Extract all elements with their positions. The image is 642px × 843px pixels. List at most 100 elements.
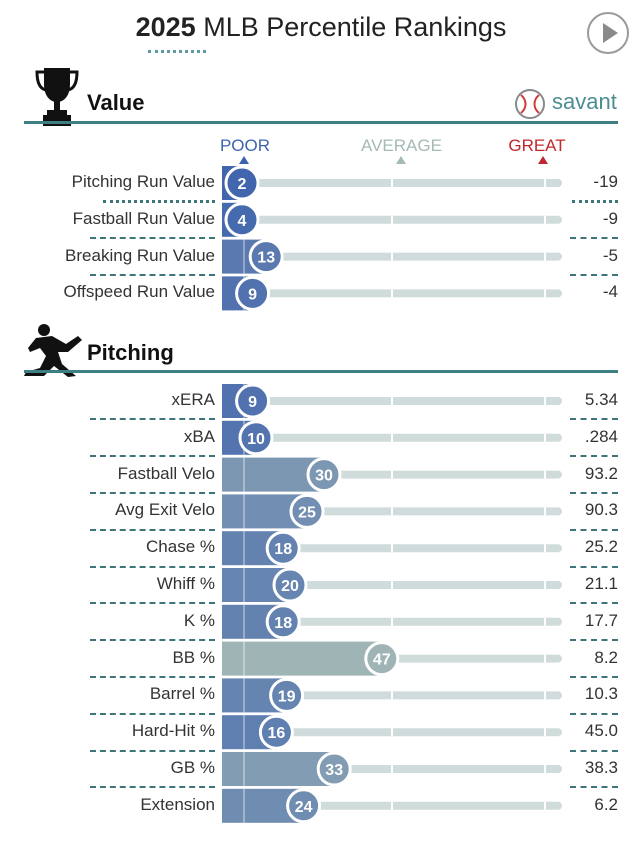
metric-label: Avg Exit Velo: [115, 500, 215, 520]
percentile-circle: [306, 457, 342, 493]
row-divider: [103, 200, 215, 204]
row-divider: [570, 749, 618, 752]
row-divider: [90, 602, 215, 605]
row-divider: [90, 639, 215, 642]
section-title-value: Value: [87, 90, 145, 115]
percentile-circle: [248, 239, 284, 275]
legend-average-arrow: [396, 156, 406, 164]
row-divider: [90, 565, 215, 568]
percentile-label: 16: [268, 725, 286, 742]
play-icon: [603, 23, 618, 43]
metric-value: .284: [584, 426, 618, 446]
percentile-label: 4: [238, 213, 247, 230]
metric-label: Barrel %: [149, 684, 215, 704]
percentile-label: 24: [295, 799, 313, 816]
percentile-circle: [238, 420, 274, 456]
row-divider: [570, 602, 618, 605]
title-text: MLB Percentile Rankings: [195, 12, 507, 42]
metric-value: 25.2: [584, 537, 618, 557]
row-divider: [570, 418, 618, 421]
row-divider: [570, 676, 618, 678]
page-title: 2025 MLB Percentile Rankings: [0, 12, 642, 43]
percentile-circle: [286, 788, 322, 824]
percentile-circle: [364, 641, 400, 677]
legend-poor-arrow: [239, 156, 249, 164]
metric-label: Pitching Run Value: [71, 172, 215, 191]
brand-name: savant: [552, 89, 617, 114]
percentile-circle: [235, 383, 271, 419]
legend-poor: POOR: [219, 136, 271, 155]
percentile-label: 18: [274, 541, 292, 558]
percentile-label: 33: [325, 762, 343, 779]
metric-value: 93.2: [584, 463, 618, 483]
metric-label: GB %: [170, 758, 215, 777]
row-divider: [570, 565, 618, 568]
section-rule-value: [24, 121, 618, 124]
metric-value: 21.1: [584, 574, 618, 593]
percentile-bar: [222, 641, 382, 676]
metric-label: Hard-Hit %: [131, 721, 215, 741]
percentile-circle: [224, 202, 260, 238]
metric-value: 90.3: [584, 500, 618, 520]
row-divider: [90, 492, 215, 494]
percentile-label: 18: [274, 615, 292, 632]
row-divider: [90, 455, 215, 458]
metric-label: xBA: [183, 426, 215, 446]
metric-value: 6.2: [594, 794, 618, 814]
percentile-circle: [289, 493, 325, 529]
percentile-label: 19: [278, 688, 296, 705]
metric-value: -5: [602, 245, 618, 265]
row-divider: [90, 676, 215, 678]
play-button[interactable]: [587, 12, 629, 54]
percentile-label: 10: [247, 431, 265, 448]
row-divider: [570, 492, 618, 494]
percentile-label: 20: [281, 578, 299, 595]
section-rule-pitching: [24, 370, 618, 373]
metric-label: Whiff %: [156, 574, 215, 593]
metric-value: 17.7: [584, 610, 618, 630]
row-divider: [90, 786, 215, 789]
baseball-icon: [515, 89, 545, 119]
legend-great: GREAT: [508, 136, 566, 155]
metric-label: Offspeed Run Value: [63, 282, 215, 302]
metric-label: Breaking Run Value: [65, 245, 215, 265]
percentile-circle: [224, 165, 260, 201]
row-divider: [90, 237, 215, 240]
metric-label: Chase %: [146, 537, 215, 557]
row-divider: [570, 712, 618, 715]
percentile-label: 47: [373, 652, 391, 669]
metric-label: Fastball Run Value: [72, 208, 215, 228]
metric-label: K %: [183, 610, 215, 630]
row-divider: [90, 712, 215, 715]
percentile-circle: [269, 677, 305, 713]
metric-value: 10.3: [584, 684, 618, 704]
percentile-circle: [272, 567, 308, 603]
percentile-circle: [235, 275, 271, 311]
percentile-label: 13: [257, 250, 275, 267]
row-divider: [570, 639, 618, 642]
row-divider: [570, 455, 618, 458]
pitcher-icon: [24, 324, 82, 377]
metric-label: BB %: [172, 647, 215, 667]
row-divider: [90, 274, 215, 276]
row-divider: [570, 528, 618, 531]
title-underline: [148, 50, 206, 53]
percentile-label: 25: [298, 504, 316, 521]
metric-label: xERA: [171, 390, 215, 409]
metric-label: Extension: [140, 794, 215, 814]
percentile-circle: [265, 530, 301, 566]
section-title-pitching: Pitching: [87, 340, 174, 365]
percentile-label: 9: [248, 394, 257, 411]
percentile-label: 30: [315, 468, 333, 485]
row-divider: [570, 786, 618, 789]
row-divider: [90, 418, 215, 421]
metric-value: 45.0: [584, 721, 618, 741]
row-divider: [572, 200, 618, 204]
percentile-label: 9: [248, 286, 257, 303]
trophy-icon: [35, 68, 79, 126]
row-divider: [570, 237, 618, 240]
savant-logo: savant: [514, 87, 624, 119]
row-divider: [90, 528, 215, 531]
percentile-label: 2: [238, 176, 247, 193]
percentile-bar: [222, 752, 335, 786]
